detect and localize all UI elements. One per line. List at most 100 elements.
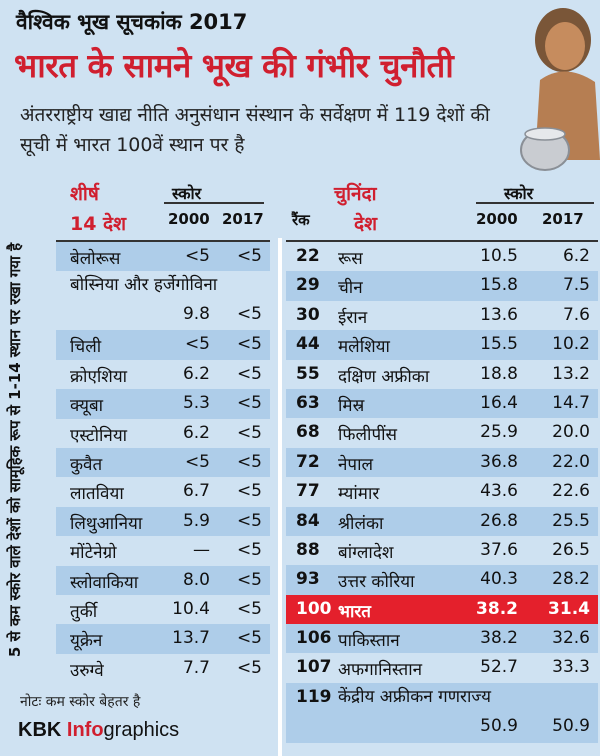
score-2000: <5 <box>184 451 210 472</box>
score-2017: <5 <box>236 598 262 619</box>
rank: 77 <box>296 481 320 502</box>
country-name: मोंटेनेग्रो <box>70 543 117 564</box>
country-name: तुर्की <box>70 601 98 622</box>
country-name: बेलोरूस <box>70 249 121 269</box>
rank: 106 <box>296 628 332 649</box>
score-2000: 10.4 <box>172 598 210 619</box>
country-name: श्रीलंका <box>338 513 384 534</box>
left-year-2000: 2000 <box>168 210 210 228</box>
score-2000: 38.2 <box>476 598 518 619</box>
score-2000: 26.8 <box>480 510 518 531</box>
left-title-line2: 14 देश <box>70 213 127 235</box>
score-2017: 20.0 <box>552 422 590 443</box>
left-table-row: उरुग्वे 7.7 <5 <box>56 654 270 683</box>
score-2000: 13.7 <box>172 628 210 649</box>
country-name: अफगानिस्तान <box>338 660 423 681</box>
right-score-rule <box>476 202 594 204</box>
rank: 29 <box>296 275 320 296</box>
score-2017: 22.6 <box>552 481 590 502</box>
right-table-row: 63 मिस्र 16.4 14.7 <box>286 388 598 419</box>
super-title: वैश्विक भूख सूचकांक 2017 <box>16 10 248 34</box>
right-table-row: 44 मलेशिया 15.5 10.2 <box>286 330 598 360</box>
country-name: लातविया <box>70 484 124 505</box>
score-2000: 9.8 <box>182 304 210 325</box>
right-score-label: स्कोर <box>504 184 534 203</box>
left-score-rule <box>164 202 264 204</box>
country-name: केंद्रीय अफ्रीकन गणराज्य <box>338 686 491 707</box>
score-2017: 7.6 <box>562 304 590 325</box>
score-2000: 43.6 <box>480 481 518 502</box>
score-2000: 52.7 <box>480 657 518 678</box>
score-2017: <5 <box>236 246 262 266</box>
left-table-row: लातविया 6.7 <5 <box>56 477 270 506</box>
child-photo <box>520 8 600 171</box>
score-2000: 25.9 <box>480 422 518 443</box>
score-2000: 6.2 <box>182 422 210 443</box>
country-name: चिली <box>70 337 102 358</box>
score-2000: 37.6 <box>480 539 518 560</box>
rank: 72 <box>296 451 320 472</box>
rank: 22 <box>296 246 320 266</box>
rank: 93 <box>296 569 320 590</box>
right-rows: 22 रूस 10.5 6.2 29 चीन 15.8 7.5 30 ईरान 13.6 7.6 44 म… <box>286 240 598 743</box>
country-name: ईरान <box>338 307 368 328</box>
score-2000: 50.9 <box>480 715 518 736</box>
rank: 119 <box>296 686 332 707</box>
right-title-line1: चुनिंदा <box>334 183 377 205</box>
left-year-2017: 2017 <box>222 210 264 228</box>
left-title-line1: शीर्ष <box>70 183 99 205</box>
country-name: क्रोएशिया <box>70 366 128 387</box>
right-table-row: 30 ईरान 13.6 7.6 <box>286 301 598 330</box>
left-table-row: बोस्निया और हर्जेगोविना 9.8 <5 <box>56 271 270 330</box>
score-2000: 6.7 <box>182 481 210 502</box>
left-table-row: यूक्रेन 13.7 <5 <box>56 624 270 654</box>
score-2017: 22.0 <box>552 451 590 472</box>
country-name: पाकिस्तान <box>338 631 400 652</box>
right-table-row: 84 श्रीलंका 26.8 25.5 <box>286 506 598 536</box>
side-note: 5 से कम स्कोर वाले देशों को सामूहिक रूप … <box>6 242 24 658</box>
score-2017: 25.5 <box>552 510 590 531</box>
score-2017: 7.5 <box>562 275 590 296</box>
right-table-row: 107 अफगानिस्तान 52.7 33.3 <box>286 653 598 682</box>
score-2017: 28.2 <box>552 569 590 590</box>
country-name: रूस <box>338 249 363 269</box>
score-2017: 26.5 <box>552 539 590 560</box>
country-name: क्यूबा <box>70 396 104 417</box>
score-2000: 5.9 <box>182 510 210 531</box>
headline: भारत के सामने भूख की गंभीर चुनौती <box>14 46 454 85</box>
left-table-row: तुर्की 10.4 <5 <box>56 595 270 624</box>
score-2000: 5.3 <box>182 393 210 414</box>
country-name: म्यांमार <box>338 484 380 505</box>
right-title-line2: देश <box>354 213 378 235</box>
rank: 55 <box>296 363 320 384</box>
right-table-row: 106 पाकिस्तान 38.2 32.6 <box>286 624 598 654</box>
country-name: भारत <box>338 601 371 622</box>
score-2017: <5 <box>236 393 262 414</box>
left-rows: बेलोरूस <5 <5 बोस्निया और हर्जेगोविना 9.8 <5 च… <box>56 240 270 684</box>
left-table-row: बेलोरूस <5 <5 <box>56 242 270 272</box>
country-name: एस्टोनिया <box>70 425 128 446</box>
score-2000: <5 <box>184 334 210 355</box>
score-2000: 10.5 <box>480 246 518 266</box>
right-year-2017: 2017 <box>542 210 584 228</box>
score-2017: 50.9 <box>552 715 590 736</box>
right-table-row: 22 रूस 10.5 6.2 <box>286 242 598 271</box>
score-2017: <5 <box>236 540 262 561</box>
score-2017: <5 <box>236 451 262 472</box>
country-name: कुवैत <box>70 454 103 475</box>
score-2017: <5 <box>236 510 262 531</box>
score-2017: 13.2 <box>552 363 590 384</box>
score-2017: 31.4 <box>548 598 590 619</box>
score-2017: <5 <box>236 304 262 325</box>
score-2000: — <box>193 540 210 561</box>
score-2017: 14.7 <box>552 392 590 413</box>
rank: 63 <box>296 392 320 413</box>
score-2000: 8.0 <box>182 569 210 590</box>
score-2000: 13.6 <box>480 304 518 325</box>
country-name: उत्तर कोरिया <box>338 572 415 593</box>
score-2017: 6.2 <box>562 246 590 266</box>
country-name: चीन <box>338 278 363 299</box>
rank: 84 <box>296 510 320 531</box>
score-2000: 6.2 <box>182 363 210 384</box>
left-table-row: लिथुआनिया 5.9 <5 <box>56 506 270 537</box>
